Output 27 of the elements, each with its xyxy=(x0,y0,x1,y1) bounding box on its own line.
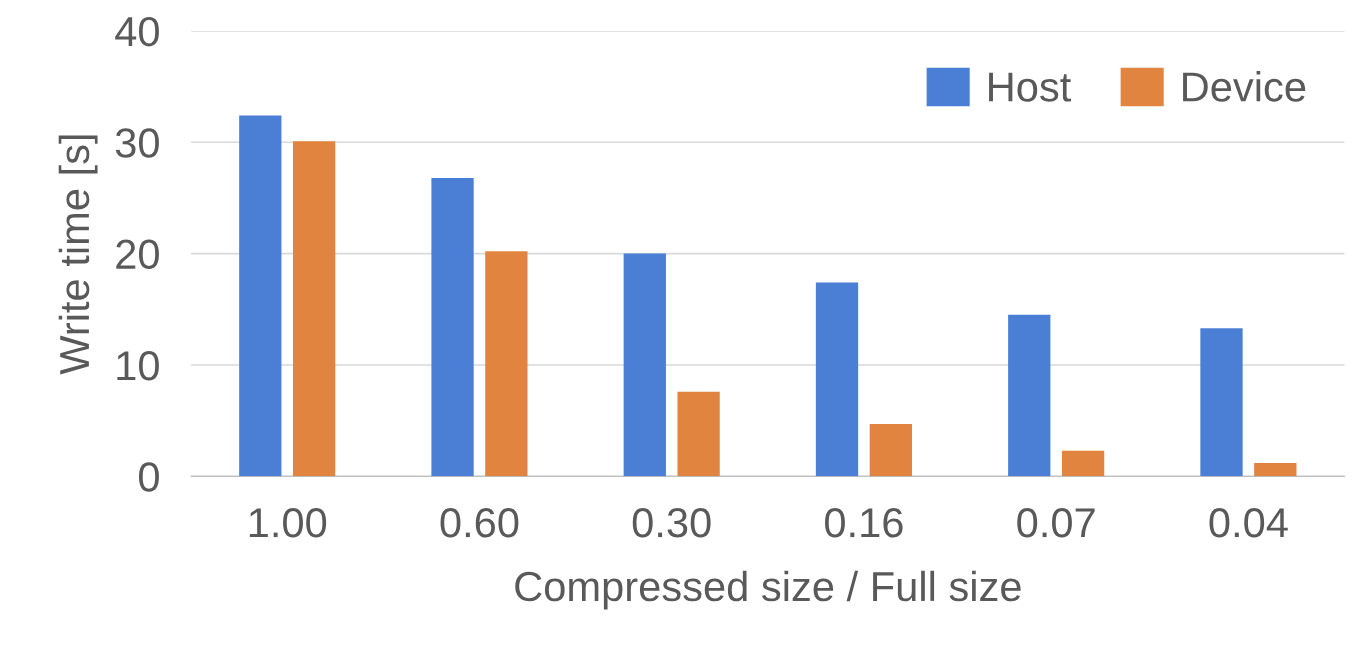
bar xyxy=(239,115,282,477)
x-tick-label: 0.07 xyxy=(1017,507,1095,538)
y-tick-label: 0 xyxy=(139,462,159,492)
bar xyxy=(1200,328,1243,477)
legend-label: Device xyxy=(1183,71,1306,102)
bar xyxy=(431,177,474,477)
x-tick-label: 0.30 xyxy=(632,507,711,538)
bar xyxy=(292,141,336,477)
x-tick-label: 1.00 xyxy=(249,507,327,538)
bar xyxy=(485,251,528,477)
x-tick-label: 0.60 xyxy=(440,507,519,538)
y-tick-label: 40 xyxy=(115,16,159,47)
y-axis-title: Write time [s] xyxy=(58,135,98,375)
bar xyxy=(869,423,912,477)
y-tick-label: 30 xyxy=(115,128,159,158)
x-tick-label: 0.16 xyxy=(825,507,903,538)
bar xyxy=(1061,450,1105,477)
x-axis-title: Compressed size / Full size xyxy=(515,570,1021,610)
bar xyxy=(1254,462,1297,477)
bar xyxy=(677,391,720,477)
legend-label: Host xyxy=(989,72,1072,102)
y-tick-label: 10 xyxy=(117,350,159,381)
y-tick-label: 20 xyxy=(116,239,159,270)
bar xyxy=(623,253,666,477)
bar xyxy=(815,282,859,477)
x-tick-label: 0.04 xyxy=(1209,507,1288,538)
bar xyxy=(1008,314,1051,477)
